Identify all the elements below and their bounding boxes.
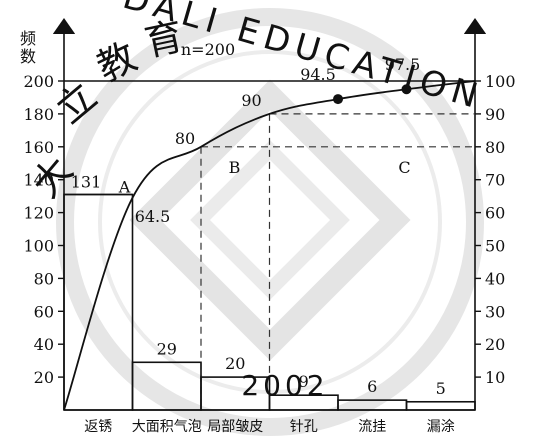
left-axis-ticks: 20 40 60 80 100 120 140 160 180 200 (23, 72, 64, 387)
left-tick-label: 80 (34, 269, 54, 288)
right-tick-label: 30 (485, 302, 505, 321)
right-tick-label: 100 (485, 72, 516, 91)
right-tick-label: 20 (485, 335, 505, 354)
left-tick-label: 120 (23, 204, 54, 223)
cumulative-label: 90 (241, 91, 261, 110)
left-axis-title-char-2: 数 (20, 47, 36, 66)
bar (200, 376, 271, 411)
bar-value-label: 29 (157, 339, 177, 358)
category-label: 漏涂 (427, 419, 455, 435)
cumulative-curve (63, 80, 476, 411)
category-label: 局部皱皮 (207, 419, 263, 435)
right-tick-label: 90 (485, 105, 505, 124)
left-tick-label: 60 (34, 302, 54, 321)
left-tick-label: 160 (23, 138, 54, 157)
left-tick-label: 200 (23, 72, 54, 91)
right-tick-label: 60 (485, 204, 505, 223)
cumulative-label: 94.5 (300, 65, 336, 84)
zone-label: C (398, 158, 410, 177)
right-tick-label: 80 (485, 138, 505, 157)
right-tick-label: 10 (485, 368, 505, 387)
category-label: 流挂 (358, 419, 386, 435)
watermark-year: 2002 (241, 369, 328, 402)
cumulative-label: 80 (175, 129, 195, 148)
category-label: 大面积气泡 (132, 419, 202, 435)
zone-label: B (229, 158, 241, 177)
cumulative-labels: 64.5 80 90 94.5 97.5 (135, 55, 421, 226)
category-labels: 返锈 大面积气泡 局部皱皮 针孔 流挂 漏涂 (84, 419, 455, 435)
bar-value-label: 5 (436, 379, 446, 398)
right-tick-label: 70 (485, 171, 505, 190)
cumulative-label: 97.5 (385, 55, 421, 74)
bar-value-labels: 131 29 20 9 6 5 (64, 173, 446, 398)
bar-value-label: 6 (367, 377, 377, 396)
sample-size-label: n=200 (181, 40, 235, 59)
bar-value-label: 20 (225, 354, 245, 373)
bar-value-label: 131 (71, 173, 102, 192)
cumulative-marker (333, 94, 343, 105)
cumulative-label: 64.5 (135, 207, 171, 226)
left-tick-label: 180 (23, 105, 54, 124)
bar (405, 400, 476, 411)
right-tick-label: 40 (485, 269, 505, 288)
left-tick-label: 140 (23, 171, 54, 190)
left-axis-title-char-1: 频 (20, 29, 36, 48)
right-axis-ticks: 10 20 30 40 50 60 70 80 90 100 (475, 72, 516, 387)
left-tick-label: 100 (23, 237, 54, 256)
left-tick-label: 20 (34, 368, 54, 387)
cumulative-marker (401, 84, 412, 95)
category-label: 针孔 (290, 419, 318, 435)
watermark-char-4: 育 (141, 14, 187, 65)
zone-labels: A B C (118, 158, 411, 197)
zone-label: A (118, 178, 131, 197)
right-tick-label: 50 (485, 237, 505, 256)
bar-value-label: 9 (299, 372, 309, 391)
left-tick-label: 40 (34, 335, 54, 354)
category-label: 返锈 (84, 419, 112, 435)
